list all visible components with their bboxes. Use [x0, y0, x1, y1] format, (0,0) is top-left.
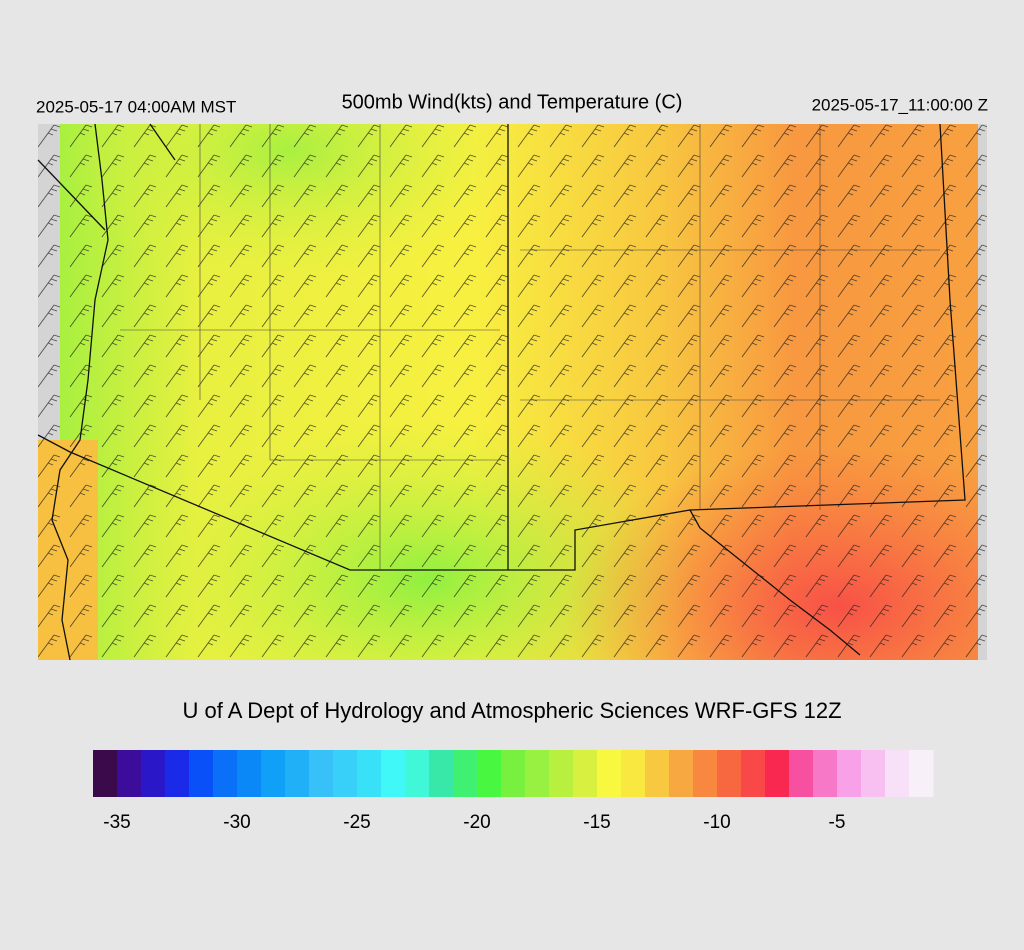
- colorbar-swatch: [477, 750, 502, 797]
- colorbar-swatch: [645, 750, 670, 797]
- colorbar-swatch: [813, 750, 838, 797]
- map-title: 500mb Wind(kts) and Temperature (C): [342, 91, 683, 113]
- colorbar-swatch: [861, 750, 886, 797]
- colorbar-swatch: [333, 750, 358, 797]
- colorbar-swatch: [429, 750, 454, 797]
- colorbar-swatch: [693, 750, 718, 797]
- colorbar-swatch: [357, 750, 382, 797]
- valid-time-utc: 2025-05-17_11:00:00 Z: [812, 95, 988, 114]
- colorbar-swatch: [453, 750, 478, 797]
- colorbar-tick-label: -25: [343, 812, 370, 833]
- colorbar-swatch: [501, 750, 526, 797]
- colorbar-tick-label: -35: [103, 812, 130, 833]
- colorbar-swatch: [549, 750, 574, 797]
- valid-time-local: 2025-05-17 04:00AM MST: [36, 97, 236, 116]
- credit: U of A Dept of Hydrology and Atmospheric…: [182, 698, 841, 723]
- colorbar-swatch: [213, 750, 238, 797]
- colorbar-swatch: [117, 750, 142, 797]
- map: [37, 123, 987, 661]
- colorbar-swatch: [405, 750, 430, 797]
- colorbar-swatch: [525, 750, 550, 797]
- colorbar-swatch: [837, 750, 862, 797]
- colorbar-swatch: [93, 750, 118, 797]
- colorbar: -35 -30 -25 -20 -15 -10 -5: [93, 750, 934, 833]
- colorbar-tick-label: -20: [463, 812, 490, 833]
- colorbar-tick-label: -15: [583, 812, 610, 833]
- colorbar-swatch: [573, 750, 598, 797]
- colorbar-swatch: [189, 750, 214, 797]
- colorbar-swatch: [765, 750, 790, 797]
- colorbar-swatch: [909, 750, 934, 797]
- colorbar-swatch: [309, 750, 334, 797]
- colorbar-tick-label: -10: [703, 812, 730, 833]
- colorbar-swatch: [261, 750, 286, 797]
- colorbar-swatch: [789, 750, 814, 797]
- colorbar-swatch: [621, 750, 646, 797]
- colorbar-swatch: [885, 750, 910, 797]
- colorbar-swatch: [741, 750, 766, 797]
- colorbar-swatch: [141, 750, 166, 797]
- colorbar-tick-label: -30: [223, 812, 250, 833]
- colorbar-swatch: [165, 750, 190, 797]
- colorbar-swatch: [285, 750, 310, 797]
- borders: [37, 123, 966, 661]
- wind-barbs: [38, 124, 987, 660]
- colorbar-swatch: [237, 750, 262, 797]
- colorbar-swatch: [597, 750, 622, 797]
- colorbar-swatch: [381, 750, 406, 797]
- county-lines: [120, 124, 940, 570]
- colorbar-tick-label: -5: [829, 812, 846, 833]
- colorbar-swatch: [717, 750, 742, 797]
- colorbar-swatch: [669, 750, 694, 797]
